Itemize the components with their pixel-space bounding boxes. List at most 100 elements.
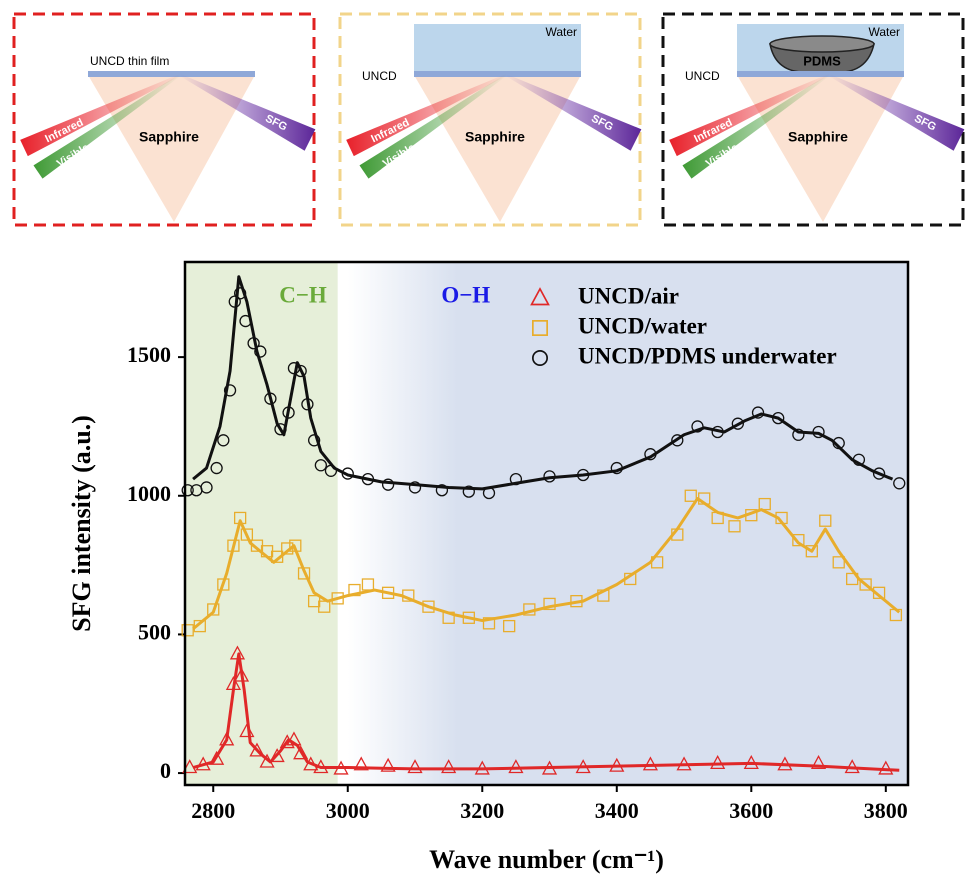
data-point [792, 533, 805, 547]
x-tick-label: 3600 [729, 798, 773, 823]
panel-border [12, 12, 316, 227]
series: UNCD/air [182, 283, 900, 775]
data-point [381, 478, 395, 491]
data-point [407, 759, 423, 774]
x-tick-label: 3000 [326, 798, 370, 823]
infrared-beam [20, 74, 181, 157]
data-point [792, 428, 805, 441]
data-point [462, 485, 475, 498]
data-point [219, 731, 235, 746]
series: UNCD/water [181, 313, 903, 637]
data-point [878, 760, 894, 775]
panel-border [338, 12, 642, 227]
y-tick-label: 500 [138, 619, 171, 644]
film-label: UNCD [362, 69, 397, 83]
uncd-film [88, 71, 255, 77]
data-point [819, 514, 832, 527]
y-tick-label: 0 [160, 758, 171, 783]
region [185, 262, 338, 785]
data-point [254, 345, 267, 358]
data-point [435, 484, 449, 497]
legend-marker [532, 320, 548, 336]
x-tick-label: 3800 [864, 798, 908, 823]
film-label: UNCD thin film [90, 54, 169, 68]
data-point [200, 481, 213, 494]
fit-line [192, 275, 894, 491]
data-point [893, 477, 906, 490]
data-point [181, 624, 194, 637]
x-tick-label: 2800 [191, 798, 235, 823]
x-tick-label: 3400 [595, 798, 639, 823]
y-tick-label: 1500 [127, 342, 171, 367]
data-point [810, 755, 827, 770]
legend-label: UNCD/air [578, 283, 679, 308]
water [414, 24, 581, 72]
data-point [731, 417, 744, 430]
data-point [318, 600, 331, 613]
data-point [249, 742, 265, 757]
data-point [872, 467, 886, 480]
object-label: PDMS [803, 53, 841, 68]
data-point [207, 603, 220, 616]
data-point [684, 489, 697, 502]
data-point [751, 406, 765, 419]
uncd-film [414, 71, 581, 77]
visible-beam [33, 74, 181, 179]
data-point [441, 759, 457, 774]
fit-line [192, 497, 901, 631]
data-point [380, 757, 396, 772]
data-point [353, 756, 369, 771]
legend-marker [532, 350, 548, 366]
data-point [223, 384, 237, 397]
data-point [758, 497, 771, 511]
region-label: C−H [279, 282, 327, 307]
legend-marker [530, 287, 550, 306]
data-point [728, 520, 741, 533]
infrared-beam [669, 74, 830, 157]
data-point [642, 756, 659, 771]
prism-label: Sapphire [788, 129, 848, 145]
data-point [307, 434, 321, 447]
medium-label: Water [545, 25, 577, 39]
schematics: UNCD thin filmSapphireInfraredVisibleSFG… [12, 12, 965, 227]
data-point [543, 597, 556, 611]
data-point [508, 759, 524, 774]
panel-border [661, 12, 965, 227]
data-point [293, 745, 309, 760]
y-tick-label: 1000 [127, 481, 171, 506]
data-point [805, 545, 818, 558]
data-point [691, 420, 704, 433]
data-point [710, 755, 726, 770]
x-axis-label: Wave number (cm⁻¹) [429, 845, 664, 874]
sfg-beam [828, 74, 965, 151]
data-point [408, 481, 422, 494]
data-point [240, 528, 254, 541]
pdms-top [769, 35, 875, 53]
data-point [209, 750, 225, 765]
data-point [181, 484, 194, 497]
legend-label: UNCD/water [578, 313, 707, 338]
data-point [210, 461, 223, 475]
sfg-beam [179, 74, 316, 151]
fit-line [192, 652, 900, 772]
data-point [269, 748, 285, 763]
visible-beam [359, 74, 507, 179]
plot-frame [183, 260, 910, 787]
data-point [314, 459, 328, 472]
data-point [217, 434, 230, 447]
data-point [859, 578, 872, 591]
data-point [671, 434, 684, 447]
data-point [422, 600, 435, 613]
x-tick-label: 3200 [460, 798, 504, 823]
medium-label: Water [868, 25, 900, 39]
visible-beam [682, 74, 830, 179]
infrared-beam [346, 74, 507, 157]
y-axis-label: SFG intensity (a.u.) [67, 415, 96, 632]
prism-label: Sapphire [139, 129, 199, 145]
prism-label: Sapphire [465, 129, 525, 145]
film-label: UNCD [685, 69, 720, 83]
chart: C−H O−H 2800 3000 3200 3400 3600 3800 0 500 1000 15… [67, 260, 910, 874]
